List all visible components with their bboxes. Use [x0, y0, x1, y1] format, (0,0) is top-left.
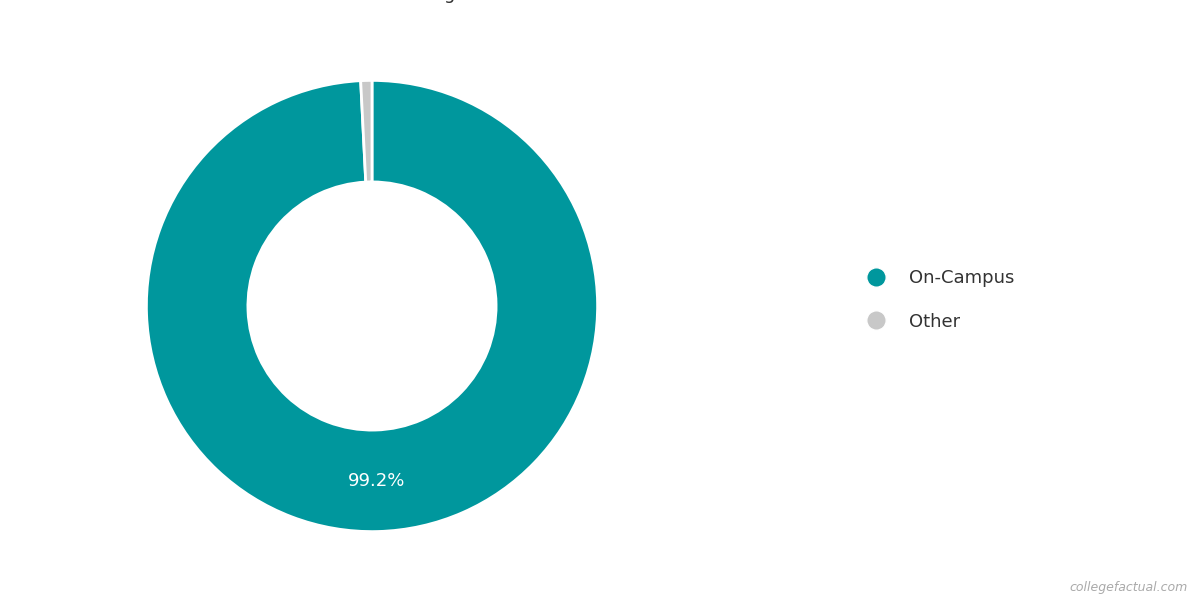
Wedge shape: [361, 80, 372, 182]
Title: Freshmen Living Arrangements at
Pacific Union College: Freshmen Living Arrangements at Pacific …: [220, 0, 524, 3]
Text: collegefactual.com: collegefactual.com: [1069, 581, 1188, 594]
Text: 99.2%: 99.2%: [348, 472, 406, 490]
Legend: On-Campus, Other: On-Campus, Other: [851, 262, 1021, 338]
Wedge shape: [146, 80, 598, 532]
